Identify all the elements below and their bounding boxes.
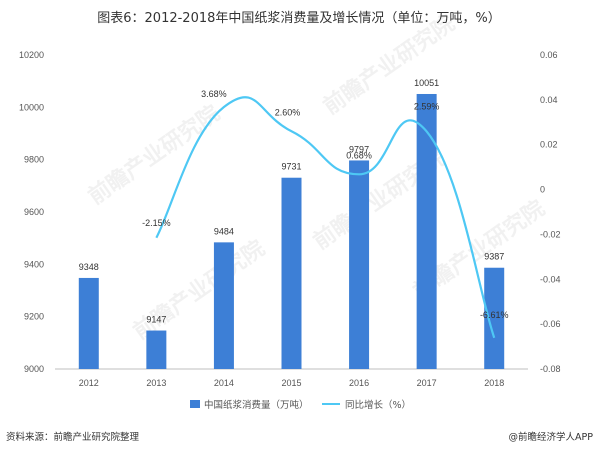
bar-value-label: 9484: [214, 226, 234, 236]
y-right-tick-label: 0: [540, 185, 545, 195]
legend: 中国纸浆消费量（万吨） 同比增长（%）: [190, 399, 411, 411]
line-value-label: 3.68%: [201, 89, 227, 99]
watermark-text: 前瞻产业研究院: [129, 235, 270, 345]
bar: [146, 330, 167, 369]
bar: [349, 160, 370, 369]
legend-line-label: 同比增长（%）: [345, 399, 411, 411]
bar-value-label: 9731: [281, 162, 301, 172]
y-left-tick-label: 9600: [24, 207, 44, 217]
y-right-tick-label: -0.02: [540, 229, 561, 239]
line-value-label: -6.61%: [480, 310, 509, 320]
growth-line: [155, 96, 496, 339]
bar-value-label: 9387: [484, 252, 504, 262]
bar: [281, 177, 302, 369]
x-tick-label: 2016: [349, 378, 369, 388]
x-tick-label: 2013: [146, 378, 166, 388]
line-value-label: 0.68%: [346, 150, 372, 160]
bar-value-label: 9147: [146, 315, 166, 325]
source-note: 资料来源：前瞻产业研究院整理: [6, 431, 140, 443]
bar: [416, 93, 437, 369]
y-left-tick-label: 9000: [24, 364, 44, 374]
line-value-label: 2.60%: [275, 107, 301, 117]
legend-bar-swatch: [190, 400, 200, 408]
y-left-tick-label: 10200: [19, 50, 44, 60]
brand-note: @前瞻经济学人APP: [509, 431, 594, 443]
y-left-tick-label: 9400: [24, 259, 44, 269]
line-series: [155, 96, 496, 339]
y-left-tick-label: 9200: [24, 312, 44, 322]
y-right-tick-label: 0.04: [540, 95, 558, 105]
y-right-tick-label: 0.02: [540, 140, 558, 150]
y-right-tick-label: -0.08: [540, 364, 561, 374]
y-right-tick-label: -0.06: [540, 319, 561, 329]
data-labels: 9348 9147 9484 9731 9797 10051 9387 -2.15% 3.68%…: [79, 78, 509, 325]
chart-title: 图表6：2012-2018年中国纸浆消费量及增长情况（单位：万吨，%）: [97, 11, 500, 26]
y-left-tick-label: 10000: [19, 102, 44, 112]
x-tick-label: 2015: [281, 378, 301, 388]
x-tick-label: 2012: [79, 378, 99, 388]
y-right-tick-label: 0.06: [540, 50, 558, 60]
bar: [484, 267, 505, 369]
x-tick-label: 2017: [417, 378, 437, 388]
bar-value-label: 9797: [349, 144, 369, 154]
line-value-label: -2.15%: [142, 218, 171, 228]
line-value-label: 2.59%: [414, 101, 440, 111]
x-tick-label: 2018: [484, 378, 504, 388]
bar-value-label: 10051: [414, 78, 439, 88]
bar: [213, 242, 234, 369]
legend-bar-label: 中国纸浆消费量（万吨）: [204, 399, 309, 411]
x-tick-label: 2014: [214, 378, 234, 388]
y-left-tick-label: 9800: [24, 155, 44, 165]
bar: [78, 277, 99, 369]
y-right-tick-label: -0.04: [540, 274, 561, 284]
bar-value-label: 9348: [79, 262, 99, 272]
watermark-text: 前瞻产业研究院: [84, 100, 225, 210]
bar-series: [78, 93, 505, 369]
